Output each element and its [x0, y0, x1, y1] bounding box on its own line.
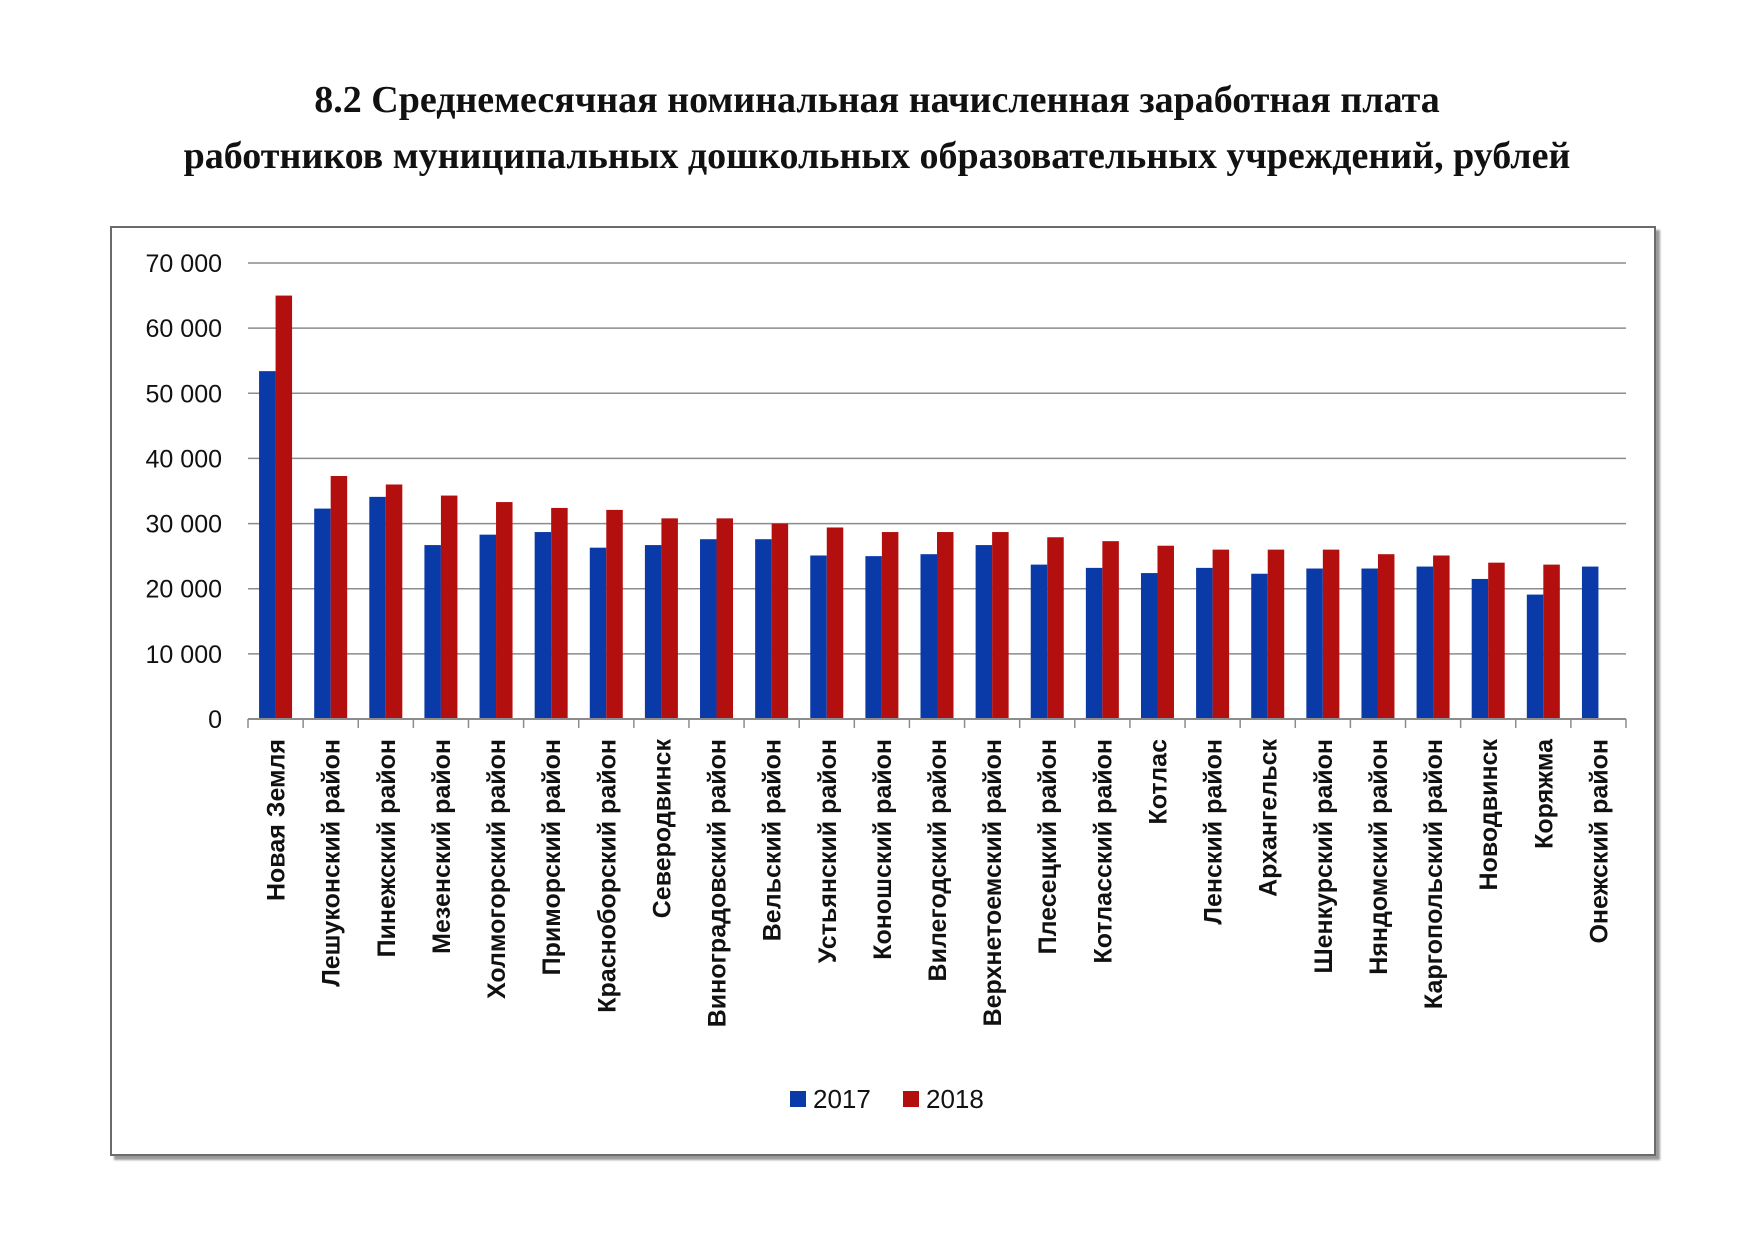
category-label: Вельский район: [759, 739, 787, 941]
category-label: Красноборский район: [593, 739, 621, 1013]
bar-2017: [810, 555, 827, 719]
bar-2018: [1377, 554, 1395, 719]
bar-2017: [1526, 594, 1544, 719]
y-tick-label: 40 000: [146, 445, 222, 473]
bar-2017: [865, 556, 882, 719]
bar-2017: [479, 534, 497, 719]
y-axis-ticks: 0 10 000 20 000 30 000 40 000 50 000 60 000 70 …: [146, 250, 222, 734]
legend-swatch-2017: [790, 1091, 806, 1107]
bar-2018: [1102, 541, 1119, 719]
bar-2018: [440, 495, 458, 719]
category-label: Новая Земля: [263, 739, 291, 901]
bar-2017: [1416, 566, 1434, 719]
category-label: Котлас: [1144, 739, 1172, 825]
category-label: Архангельск: [1255, 739, 1283, 897]
y-tick-label: 60 000: [146, 315, 222, 343]
bar-2018: [1267, 549, 1285, 719]
bar-2018: [496, 502, 513, 719]
bar-2018: [661, 518, 678, 719]
x-axis: [247, 718, 1627, 728]
legend-swatch-2018: [903, 1091, 919, 1107]
y-tick-label: 70 000: [146, 250, 222, 278]
bar-2017: [369, 496, 386, 719]
bar-2018: [330, 476, 348, 719]
category-labels: Новая Земля Лешуконский район Пинежский ра…: [263, 738, 1614, 1027]
bar-2018: [1433, 555, 1450, 719]
bar-2017: [314, 508, 331, 719]
y-tick-label: 50 000: [146, 380, 222, 408]
bar-2018: [551, 507, 568, 719]
bar-2017: [1085, 567, 1103, 719]
bar-2017: [534, 532, 552, 719]
category-label: Онежский район: [1585, 739, 1613, 944]
bar-2017: [424, 545, 441, 719]
bar-2017: [259, 371, 276, 719]
bar-2018: [275, 295, 293, 719]
bar-2017: [755, 539, 772, 719]
category-label: Шенкурский район: [1310, 739, 1338, 974]
category-label: Коношский район: [869, 739, 897, 960]
category-label: Котласский район: [1089, 739, 1117, 964]
gridlines: [248, 262, 1626, 655]
bar-2017: [1471, 578, 1489, 719]
bar-2018: [1543, 564, 1560, 719]
category-label: Верхнетоемский район: [979, 739, 1007, 1026]
y-tick-label: 20 000: [146, 576, 222, 604]
bar-2018: [1488, 562, 1505, 719]
bar-2018: [826, 527, 844, 719]
bar-2017: [1306, 568, 1323, 719]
category-label: Северодвинск: [648, 739, 676, 919]
category-label: Каргопольский район: [1420, 739, 1448, 1009]
bar-2018: [385, 484, 403, 719]
bar-2017: [589, 547, 607, 719]
category-label: Лешуконский район: [318, 739, 346, 987]
category-label: Виноградовский район: [704, 739, 732, 1027]
category-label: Вилегодский район: [924, 739, 952, 981]
bar-2018: [937, 532, 954, 719]
bar-2017: [700, 539, 717, 719]
bar-2017: [920, 554, 937, 719]
bar-2018: [771, 523, 789, 719]
bar-2017: [1581, 566, 1599, 719]
bar-2018: [1047, 537, 1064, 719]
bar-2018: [992, 532, 1009, 719]
bar-2018: [1322, 549, 1340, 719]
bar-2017: [1196, 567, 1213, 719]
legend: 2017 2018: [790, 1084, 984, 1114]
chart-title-line1: 8.2 Среднемесячная номинальная начисленн…: [314, 79, 1440, 121]
bar-2018: [1157, 545, 1174, 719]
bar-2018: [881, 532, 899, 719]
bar-2017: [1361, 568, 1378, 719]
bar-2017: [975, 545, 993, 719]
chart-title-line2: работников муниципальных дошкольных обра…: [183, 135, 1571, 177]
category-label: Плесецкий район: [1034, 739, 1062, 954]
category-label: Ленский район: [1200, 739, 1228, 925]
bar-2017: [1140, 573, 1158, 719]
bar-2018: [606, 509, 623, 719]
legend-label-2017: 2017: [813, 1084, 871, 1114]
category-label: Мезенский район: [428, 739, 456, 954]
bar-2017: [1251, 573, 1268, 719]
category-label: Холмогорский район: [483, 739, 511, 999]
bar-2018: [1212, 549, 1230, 719]
y-tick-label: 0: [208, 706, 222, 734]
category-label: Новодвинск: [1475, 739, 1503, 891]
bar-2017: [1030, 564, 1048, 719]
y-tick-label: 30 000: [146, 511, 222, 539]
category-label: Пинежский район: [373, 739, 401, 957]
category-label: Няндомский район: [1365, 739, 1393, 975]
bar-2018: [716, 518, 734, 719]
bar-2017: [644, 545, 662, 719]
category-label: Приморский район: [538, 739, 566, 975]
category-label: Коряжма: [1530, 738, 1558, 849]
y-tick-label: 10 000: [146, 641, 222, 669]
bars: [259, 295, 1599, 719]
legend-label-2018: 2018: [926, 1084, 984, 1114]
chart-title: 8.2 Среднемесячная номинальная начисленн…: [0, 72, 1754, 184]
category-label: Устьянский район: [814, 739, 842, 963]
